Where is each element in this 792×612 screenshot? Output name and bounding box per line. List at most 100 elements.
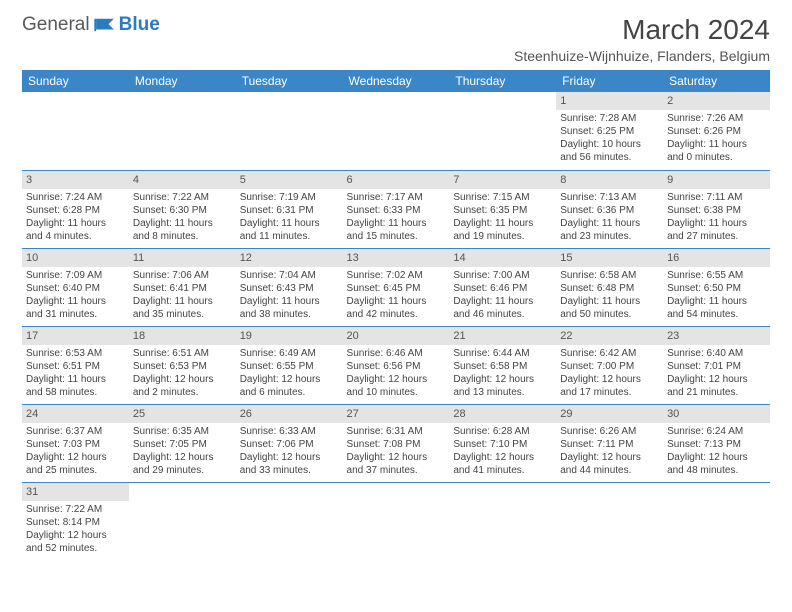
calendar-day-cell: 3Sunrise: 7:24 AMSunset: 6:28 PMDaylight… <box>22 170 129 248</box>
day-number: 2 <box>663 92 770 110</box>
daylight-text: Daylight: 11 hours and 23 minutes. <box>560 217 659 243</box>
calendar-day-cell <box>449 482 556 560</box>
day-number: 6 <box>343 171 450 189</box>
sunset-text: Sunset: 6:46 PM <box>453 282 552 295</box>
sunrise-text: Sunrise: 7:22 AM <box>133 191 232 204</box>
sunrise-text: Sunrise: 7:26 AM <box>667 112 766 125</box>
day-details: Sunrise: 6:35 AMSunset: 7:05 PMDaylight:… <box>129 423 236 481</box>
sunset-text: Sunset: 6:30 PM <box>133 204 232 217</box>
calendar-day-cell: 22Sunrise: 6:42 AMSunset: 7:00 PMDayligh… <box>556 326 663 404</box>
sunrise-text: Sunrise: 7:15 AM <box>453 191 552 204</box>
day-details: Sunrise: 7:17 AMSunset: 6:33 PMDaylight:… <box>343 189 450 247</box>
day-number: 8 <box>556 171 663 189</box>
calendar-day-cell <box>556 482 663 560</box>
calendar-day-cell: 2 Sunrise: 7:26 AMSunset: 6:26 PMDaylight… <box>663 92 770 170</box>
calendar-day-cell: 8Sunrise: 7:13 AMSunset: 6:36 PMDaylight… <box>556 170 663 248</box>
day-details: Sunrise: 6:28 AMSunset: 7:10 PMDaylight:… <box>449 423 556 481</box>
brand-logo: General Blue <box>22 14 160 36</box>
day-number: 19 <box>236 327 343 345</box>
calendar-day-cell <box>236 482 343 560</box>
daylight-text: Daylight: 10 hours and 56 minutes. <box>560 138 659 164</box>
sunrise-text: Sunrise: 7:19 AM <box>240 191 339 204</box>
day-number: 31 <box>22 483 129 501</box>
daylight-text: Daylight: 12 hours and 37 minutes. <box>347 451 446 477</box>
weekday-header: Saturday <box>663 70 770 92</box>
day-number: 12 <box>236 249 343 267</box>
calendar-day-cell <box>343 92 450 170</box>
sunset-text: Sunset: 7:03 PM <box>26 438 125 451</box>
sunset-text: Sunset: 7:13 PM <box>667 438 766 451</box>
calendar-day-cell: 4Sunrise: 7:22 AMSunset: 6:30 PMDaylight… <box>129 170 236 248</box>
sunset-text: Sunset: 7:01 PM <box>667 360 766 373</box>
day-details: Sunrise: 6:37 AMSunset: 7:03 PMDaylight:… <box>22 423 129 481</box>
day-details: Sunrise: 7:19 AMSunset: 6:31 PMDaylight:… <box>236 189 343 247</box>
day-details: Sunrise: 6:55 AMSunset: 6:50 PMDaylight:… <box>663 267 770 325</box>
sunrise-text: Sunrise: 6:35 AM <box>133 425 232 438</box>
day-number: 4 <box>129 171 236 189</box>
sunset-text: Sunset: 6:43 PM <box>240 282 339 295</box>
sunrise-text: Sunrise: 6:46 AM <box>347 347 446 360</box>
daylight-text: Daylight: 11 hours and 42 minutes. <box>347 295 446 321</box>
calendar-day-cell <box>449 92 556 170</box>
sunrise-text: Sunrise: 7:28 AM <box>560 112 659 125</box>
weekday-header: Friday <box>556 70 663 92</box>
day-number: 26 <box>236 405 343 423</box>
day-number: 15 <box>556 249 663 267</box>
daylight-text: Daylight: 12 hours and 52 minutes. <box>26 529 125 555</box>
sunrise-text: Sunrise: 7:06 AM <box>133 269 232 282</box>
sunset-text: Sunset: 6:51 PM <box>26 360 125 373</box>
day-number: 20 <box>343 327 450 345</box>
day-number: 25 <box>129 405 236 423</box>
sunrise-text: Sunrise: 6:33 AM <box>240 425 339 438</box>
month-title: March 2024 <box>514 14 770 46</box>
daylight-text: Daylight: 12 hours and 21 minutes. <box>667 373 766 399</box>
daylight-text: Daylight: 11 hours and 46 minutes. <box>453 295 552 321</box>
calendar-day-cell: 16Sunrise: 6:55 AMSunset: 6:50 PMDayligh… <box>663 248 770 326</box>
day-number: 21 <box>449 327 556 345</box>
sunset-text: Sunset: 6:53 PM <box>133 360 232 373</box>
brand-text-blue: Blue <box>119 14 160 36</box>
calendar-day-cell: 15Sunrise: 6:58 AMSunset: 6:48 PMDayligh… <box>556 248 663 326</box>
day-details: Sunrise: 7:00 AMSunset: 6:46 PMDaylight:… <box>449 267 556 325</box>
daylight-text: Daylight: 12 hours and 2 minutes. <box>133 373 232 399</box>
day-details: Sunrise: 6:58 AMSunset: 6:48 PMDaylight:… <box>556 267 663 325</box>
weekday-header: Thursday <box>449 70 556 92</box>
daylight-text: Daylight: 11 hours and 31 minutes. <box>26 295 125 321</box>
calendar-day-cell: 31Sunrise: 7:22 AMSunset: 8:14 PMDayligh… <box>22 482 129 560</box>
calendar-day-cell: 21Sunrise: 6:44 AMSunset: 6:58 PMDayligh… <box>449 326 556 404</box>
sunrise-text: Sunrise: 6:58 AM <box>560 269 659 282</box>
title-block: March 2024 Steenhuize-Wijnhuize, Flander… <box>514 14 770 64</box>
calendar-day-cell: 13Sunrise: 7:02 AMSunset: 6:45 PMDayligh… <box>343 248 450 326</box>
sunset-text: Sunset: 6:56 PM <box>347 360 446 373</box>
day-number: 1 <box>556 92 663 110</box>
day-number: 10 <box>22 249 129 267</box>
sunrise-text: Sunrise: 6:44 AM <box>453 347 552 360</box>
day-number: 29 <box>556 405 663 423</box>
calendar-day-cell: 25Sunrise: 6:35 AMSunset: 7:05 PMDayligh… <box>129 404 236 482</box>
day-details: Sunrise: 6:33 AMSunset: 7:06 PMDaylight:… <box>236 423 343 481</box>
sunset-text: Sunset: 6:38 PM <box>667 204 766 217</box>
day-number: 17 <box>22 327 129 345</box>
sunset-text: Sunset: 6:55 PM <box>240 360 339 373</box>
day-number: 18 <box>129 327 236 345</box>
calendar-day-cell: 29Sunrise: 6:26 AMSunset: 7:11 PMDayligh… <box>556 404 663 482</box>
sunrise-text: Sunrise: 6:28 AM <box>453 425 552 438</box>
sunrise-text: Sunrise: 7:11 AM <box>667 191 766 204</box>
calendar-day-cell: 6Sunrise: 7:17 AMSunset: 6:33 PMDaylight… <box>343 170 450 248</box>
calendar-day-cell: 7Sunrise: 7:15 AMSunset: 6:35 PMDaylight… <box>449 170 556 248</box>
day-details: Sunrise: 7:15 AMSunset: 6:35 PMDaylight:… <box>449 189 556 247</box>
day-details: Sunrise: 7:11 AMSunset: 6:38 PMDaylight:… <box>663 189 770 247</box>
calendar-day-cell: 11Sunrise: 7:06 AMSunset: 6:41 PMDayligh… <box>129 248 236 326</box>
calendar-day-cell: 19Sunrise: 6:49 AMSunset: 6:55 PMDayligh… <box>236 326 343 404</box>
day-number: 3 <box>22 171 129 189</box>
sunset-text: Sunset: 6:35 PM <box>453 204 552 217</box>
sunrise-text: Sunrise: 7:04 AM <box>240 269 339 282</box>
weekday-header: Tuesday <box>236 70 343 92</box>
flag-icon <box>94 17 116 33</box>
sunrise-text: Sunrise: 6:42 AM <box>560 347 659 360</box>
sunset-text: Sunset: 6:26 PM <box>667 125 766 138</box>
daylight-text: Daylight: 11 hours and 0 minutes. <box>667 138 766 164</box>
day-details: Sunrise: 6:31 AMSunset: 7:08 PMDaylight:… <box>343 423 450 481</box>
sunset-text: Sunset: 6:50 PM <box>667 282 766 295</box>
sunrise-text: Sunrise: 6:24 AM <box>667 425 766 438</box>
